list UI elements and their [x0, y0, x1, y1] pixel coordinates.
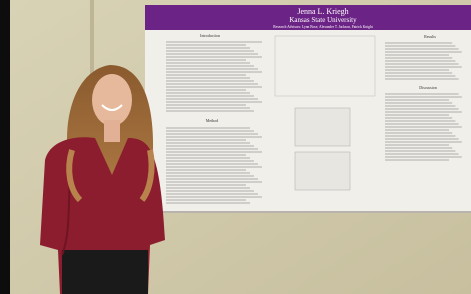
pants [62, 250, 148, 294]
poster-institution: Kansas State University [289, 16, 357, 24]
poster-figure [295, 108, 350, 146]
section-heading: Method [206, 118, 218, 123]
poster-figure [295, 152, 350, 190]
left-border [0, 0, 10, 294]
section-heading: Discussion [419, 85, 437, 90]
photo: Jenna L. Kriegh Kansas State University … [0, 0, 471, 294]
section-heading: Results [424, 34, 436, 39]
face [92, 74, 132, 126]
poster-title: Jenna L. Kriegh [297, 7, 348, 16]
section-heading: Introduction [200, 33, 220, 38]
page: {"poster": {"title": "Jenna L. Kriegh", … [0, 0, 471, 294]
neck [104, 120, 120, 142]
